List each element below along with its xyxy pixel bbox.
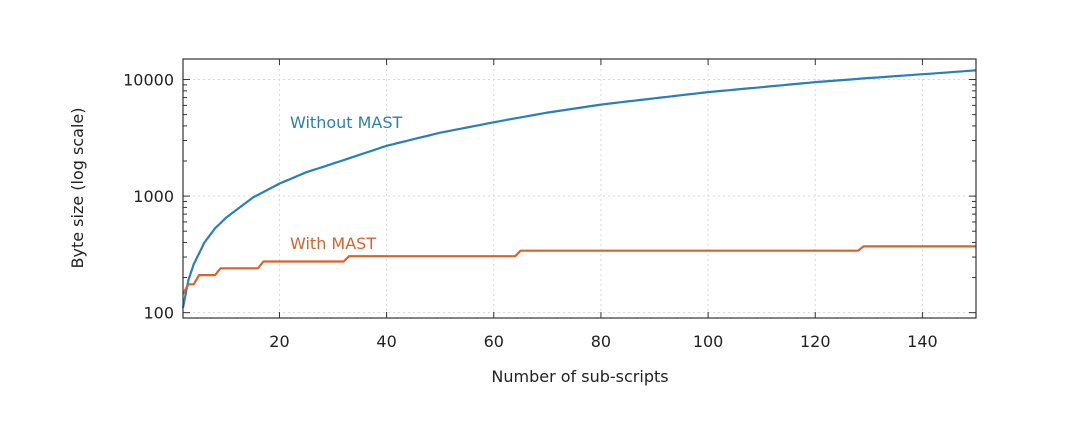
y-tick-label: 10000 [123, 71, 174, 90]
series-label-without-mast: Without MAST [290, 113, 403, 132]
plot-frame [182, 58, 977, 319]
x-axis-label: Number of sub-scripts [491, 367, 668, 386]
x-tick-label: 20 [269, 332, 289, 351]
series-line-with-mast [182, 245, 976, 295]
series-label-with-mast: With MAST [290, 234, 376, 253]
x-tick-label: 120 [800, 332, 831, 351]
x-tick-label: 60 [484, 332, 504, 351]
series-layer [181, 69, 977, 309]
x-tick-label: 140 [907, 332, 938, 351]
y-axis-label: Byte size (log scale) [68, 108, 87, 269]
grid [183, 59, 976, 318]
x-tick-label: 100 [693, 332, 724, 351]
x-tick-label: 40 [376, 332, 396, 351]
y-tick-label: 1000 [133, 187, 174, 206]
y-tick-label: 100 [143, 304, 174, 323]
x-tick-label: 80 [591, 332, 611, 351]
series-line-without-mast [181, 69, 977, 309]
axis-ticks: 20 40 60 80 100 120 140 100 1000 10000 [123, 59, 976, 351]
